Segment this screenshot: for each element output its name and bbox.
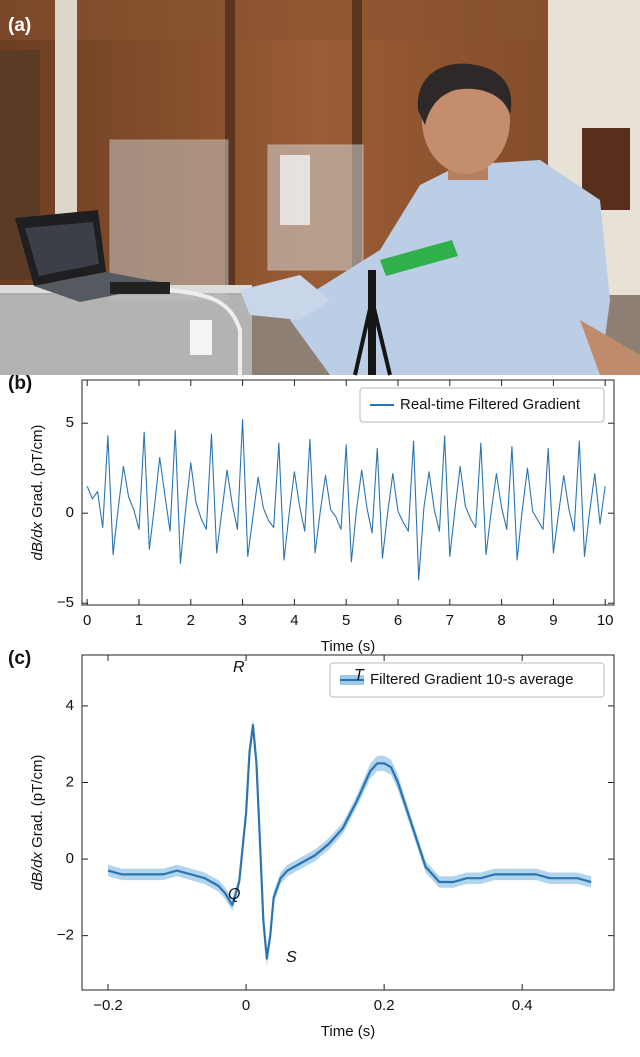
annotation: R [233,659,245,676]
x-tick-label: 0.2 [374,997,395,1014]
y-axis-label: dB/dx Grad. (pT/cm) [29,425,46,561]
annotation: T [354,667,365,684]
annotation: S [286,949,297,966]
x-tick-label: −0.2 [93,997,123,1014]
x-tick-label: 5 [342,612,350,629]
legend-label: Filtered Gradient 10-s average [370,671,573,688]
annotation: Q [228,886,240,903]
y-tick-label: 0 [66,504,74,521]
y-tick-label: 4 [66,697,74,714]
y-axis-label-italic: dB/dx [29,852,46,891]
y-tick-label: 5 [66,414,74,431]
photo: (a) [0,0,640,376]
x-tick-label: 10 [597,612,614,629]
x-tick-label: 9 [549,612,557,629]
y-axis-label: dB/dx Grad. (pT/cm) [29,755,46,891]
plot-frame [81,379,615,606]
x-tick-label: 2 [187,612,195,629]
legend-box [359,387,605,423]
x-tick-label: 0.4 [512,997,533,1014]
x-tick-label: 8 [497,612,505,629]
x-tick-label: 0 [83,612,91,629]
x-tick-label: 7 [446,612,454,629]
y-tick-label: 2 [66,773,74,790]
x-tick-label: 0 [242,997,250,1014]
error-band [108,717,592,967]
x-tick-label: 1 [135,612,143,629]
y-axis-label-text: Grad. (pT/cm) [29,425,46,523]
data-line [86,419,606,581]
panel-label: (b) [8,373,32,394]
legend-label: Real-time Filtered Gradient [400,396,581,413]
x-axis-label: Time (s) [321,1023,375,1040]
panel-label: (a) [8,15,31,36]
y-tick-label: −2 [57,927,74,944]
y-tick-label: −5 [57,594,74,611]
plot-frame [81,654,615,991]
y-axis-label-text: Grad. (pT/cm) [29,755,46,853]
legend-box [329,662,605,698]
x-axis-label: Time (s) [321,638,375,655]
x-tick-label: 3 [238,612,246,629]
x-tick-label: 4 [290,612,298,629]
x-tick-label: 6 [394,612,402,629]
y-axis-label-italic: dB/dx [29,522,46,561]
data-line [107,723,592,960]
y-tick-label: 0 [66,850,74,867]
panel-label: (c) [8,648,31,669]
